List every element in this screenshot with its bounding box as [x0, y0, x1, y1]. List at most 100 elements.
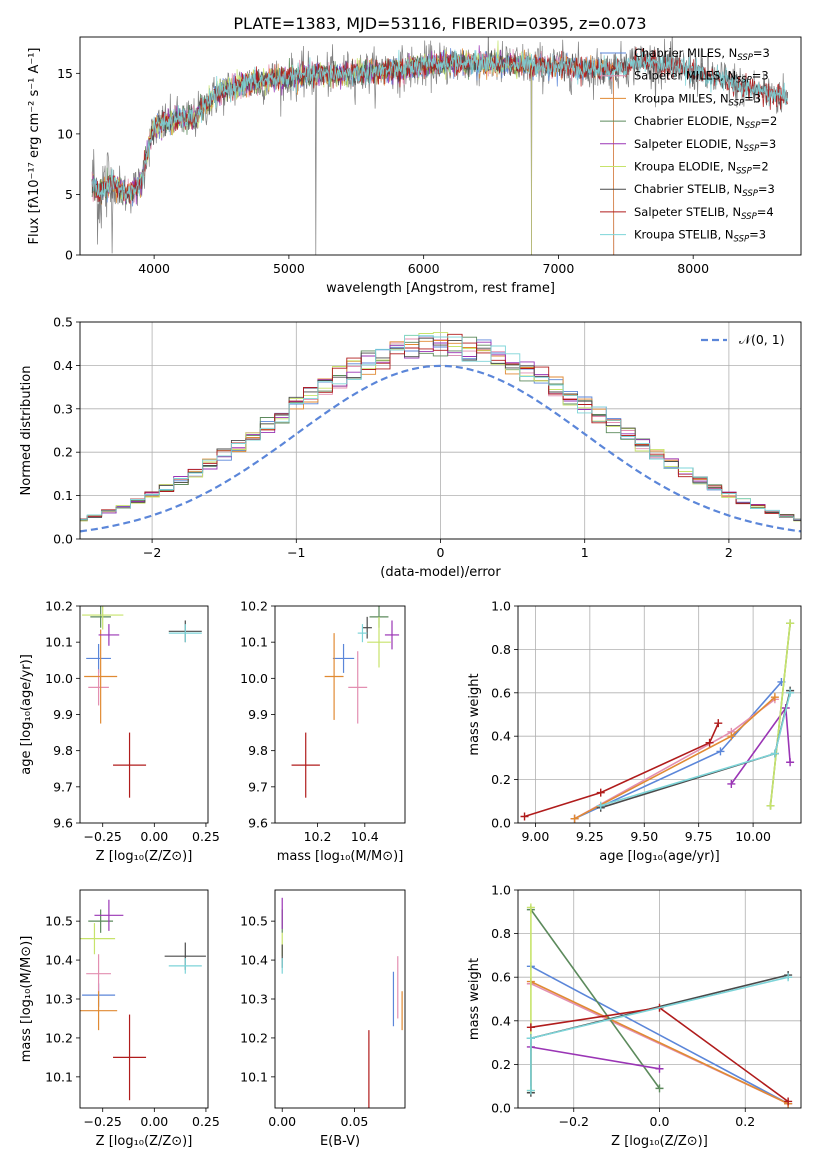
y-tick-label: 9.6: [248, 816, 268, 831]
x-tick-label: −1: [287, 545, 305, 560]
legend-label-sub: SSP: [742, 189, 758, 199]
y-axis-label: Flux [fλ10⁻¹⁷ erg cm⁻² s⁻¹ A⁻¹]: [27, 48, 42, 245]
y-tick-label: 5: [65, 187, 73, 202]
x-tick-label: 0.2: [735, 1114, 755, 1129]
y-tick-label: 10.4: [240, 953, 268, 968]
y-tick-label: 10.0: [45, 671, 73, 686]
y-tick-label: 0: [65, 248, 73, 263]
x-tick-label: 10.4: [351, 829, 379, 844]
legend-label-tail: =4: [757, 205, 774, 219]
y-tick-label: 10.2: [240, 1030, 268, 1045]
y-tick-label: 0.0: [491, 816, 511, 831]
legend-label-main: Kroupa MILES, N: [634, 91, 729, 105]
legend-label-main: Salpeter MILES, N: [634, 69, 736, 83]
x-axis-label: Z [log₁₀(Z/Z⊙)]: [96, 849, 193, 864]
legend-label: 𝒩(0, 1): [739, 332, 785, 347]
x-tick-label: 5000: [273, 261, 305, 276]
legend-label-tail: =2: [760, 114, 777, 128]
legend-label-main: Salpeter STELIB, N: [634, 205, 741, 219]
y-tick-label: 10.4: [45, 953, 73, 968]
x-tick-label: 9.75: [685, 829, 713, 844]
y-axis-label: mass [log₁₀(M/M⊙)]: [19, 936, 34, 1063]
x-axis-label: mass [log₁₀(M/M⊙)]: [277, 849, 404, 864]
x-tick-label: 0.25: [192, 829, 220, 844]
legend-label-sub: SSP: [741, 212, 757, 222]
x-tick-label: −0.25: [84, 1114, 122, 1129]
y-tick-label: 0.0: [491, 1101, 511, 1116]
y-tick-label: 9.8: [248, 743, 268, 758]
y-tick-label: 10.5: [240, 914, 268, 929]
y-tick-label: 10.1: [45, 635, 73, 650]
y-tick-label: 9.8: [53, 743, 73, 758]
legend-label-main: Salpeter ELODIE, N: [634, 137, 744, 151]
legend-label-main: Kroupa ELODIE, N: [634, 160, 736, 174]
x-tick-label: 0.25: [192, 1114, 220, 1129]
x-tick-label: 9.25: [576, 829, 604, 844]
x-tick-label: 10.2: [304, 829, 332, 844]
y-tick-label: 9.9: [248, 707, 268, 722]
legend-label-tail: =3: [749, 228, 766, 242]
x-tick-label: 0.05: [341, 1114, 369, 1129]
legend-label-main: Chabrier STELIB, N: [634, 182, 742, 196]
y-tick-label: 0.4: [53, 358, 73, 373]
legend-label-tail: =3: [753, 46, 770, 60]
legend-label-sub: SSP: [736, 76, 752, 86]
y-tick-label: 10.2: [45, 1030, 73, 1045]
x-tick-label: 0.0: [650, 1114, 670, 1129]
y-tick-label: 0.2: [491, 772, 511, 787]
y-tick-label: 0.8: [491, 926, 511, 941]
y-tick-label: 1.0: [491, 883, 511, 898]
legend-label-sub: SSP: [745, 121, 761, 131]
legend-label-sub: SSP: [737, 53, 753, 63]
y-axis-label: age [log₁₀(age/yr)]: [19, 654, 34, 775]
y-tick-label: 10.2: [45, 599, 73, 614]
legend-label-tail: =3: [744, 91, 761, 105]
legend-label-tail: =3: [752, 69, 769, 83]
x-tick-label: 1: [581, 545, 589, 560]
y-tick-label: 0.5: [53, 315, 73, 330]
y-tick-label: 1.0: [491, 599, 511, 614]
y-tick-label: 9.6: [53, 816, 73, 831]
y-tick-label: 10.5: [45, 914, 73, 929]
y-tick-label: 10.1: [240, 1069, 268, 1084]
legend-label-sub: SSP: [736, 167, 752, 177]
y-tick-label: 10.2: [240, 599, 268, 614]
y-tick-label: 9.7: [248, 779, 268, 794]
x-axis-label: age [log₁₀(age/yr)]: [599, 849, 720, 864]
y-tick-label: 9.9: [53, 707, 73, 722]
x-tick-label: 0.00: [268, 1114, 296, 1129]
x-tick-label: 0.00: [140, 829, 168, 844]
legend-label-tail: =3: [759, 137, 776, 151]
y-tick-label: 10.3: [240, 992, 268, 1007]
y-tick-label: 10.1: [45, 1069, 73, 1084]
x-tick-label: 7000: [543, 261, 575, 276]
legend-label-sub: SSP: [729, 98, 745, 108]
y-tick-label: 10.1: [240, 635, 268, 650]
y-axis-label: mass weight: [467, 958, 482, 1040]
y-tick-label: 0.4: [491, 729, 511, 744]
x-axis-label: wavelength [Angstrom, rest frame]: [326, 281, 555, 296]
x-tick-label: 9.00: [521, 829, 549, 844]
y-tick-label: 10: [57, 126, 73, 141]
y-tick-label: 0.3: [53, 401, 73, 416]
x-tick-label: 0.00: [140, 1114, 168, 1129]
x-axis-label: (data-model)/error: [380, 565, 501, 580]
y-tick-label: 0.2: [53, 445, 73, 460]
x-tick-label: 8000: [677, 261, 709, 276]
legend-label-main: Chabrier MILES, N: [634, 46, 737, 60]
legend-label-tail: =2: [752, 160, 769, 174]
legend-label-sub: SSP: [734, 235, 750, 245]
x-tick-label: −2: [143, 545, 161, 560]
y-tick-label: 10.0: [240, 671, 268, 686]
x-tick-label: 10.00: [735, 829, 771, 844]
legend-label-sub: SSP: [744, 144, 760, 154]
y-tick-label: 10.3: [45, 992, 73, 1007]
x-tick-label: 9.50: [630, 829, 658, 844]
x-tick-label: 2: [725, 545, 733, 560]
x-tick-label: 0: [437, 545, 445, 560]
legend-label-main: Chabrier ELODIE, N: [634, 114, 745, 128]
x-axis-label: E(B-V): [320, 1134, 360, 1149]
y-tick-label: 0.2: [491, 1057, 511, 1072]
x-tick-label: −0.2: [559, 1114, 589, 1129]
